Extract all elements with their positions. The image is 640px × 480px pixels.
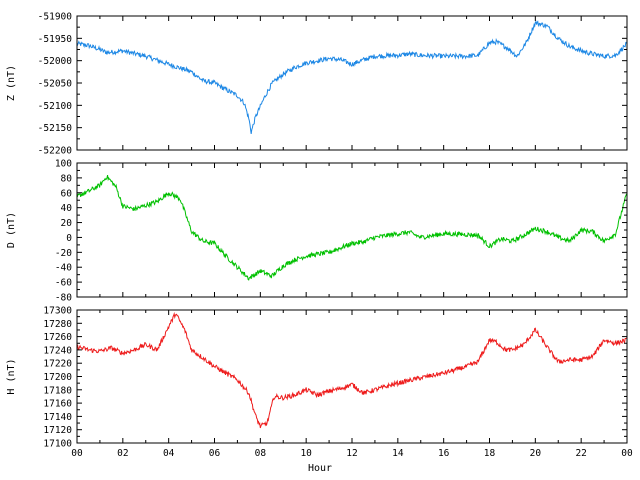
y-tick-label: 17280 — [43, 319, 72, 330]
y-tick-label: 17180 — [43, 385, 72, 396]
y-tick-label: 17100 — [43, 439, 72, 450]
y-tick-label: 80 — [61, 173, 73, 184]
x-tick-label: 18 — [484, 448, 496, 459]
y-tick-label: 17240 — [43, 345, 72, 356]
chart-panels: -52200 -52150 -52100 -52050 -52000 -51950 -519… — [6, 12, 628, 450]
series-line-0 — [76, 20, 628, 135]
y-axis-title: H (nT) — [6, 358, 17, 394]
y-tick-label: -52150 — [38, 123, 73, 134]
y-tick-label: 17140 — [43, 412, 72, 423]
y-tick-label: 17120 — [43, 425, 72, 436]
y-tick-label: 0 — [66, 233, 72, 244]
x-tick-label: 22 — [575, 448, 586, 459]
y-tick-label: -51950 — [38, 34, 73, 45]
y-tick-label: -51900 — [38, 12, 73, 23]
y-axis-title: D (nT) — [6, 212, 17, 248]
y-tick-label: 40 — [61, 203, 73, 214]
x-tick-label: 10 — [300, 448, 312, 459]
x-tick-label: 14 — [392, 448, 404, 459]
y-tick-label: -52000 — [38, 56, 73, 67]
y-tick-label: -20 — [55, 248, 72, 259]
x-axis-title: Hour — [308, 463, 332, 474]
panel-frame — [76, 15, 628, 151]
x-axis: 00 02 04 06 08 10 12 14 16 18 20 22 00 — [71, 448, 633, 459]
x-tick-label: 08 — [255, 448, 267, 459]
y-tick-label: 17300 — [43, 306, 72, 317]
panel-0: -52200 -52150 -52100 -52050 -52000 -51950 -519… — [6, 12, 628, 157]
y-tick-label: -52100 — [38, 101, 73, 112]
x-tick-label: 04 — [163, 448, 175, 459]
x-tick-label: 16 — [438, 448, 450, 459]
y-tick-label: 17200 — [43, 372, 72, 383]
y-tick-label: 17160 — [43, 399, 72, 410]
y-tick-label: -52050 — [38, 79, 73, 90]
y-tick-label: -52200 — [38, 146, 73, 157]
x-tick-label: 20 — [530, 448, 542, 459]
x-tick-label: 02 — [117, 448, 128, 459]
y-tick-label: 60 — [61, 188, 73, 199]
panel-2: 17100 17120 17140 17160 17180 17200 17220 17240… — [6, 306, 628, 450]
panel-frame — [76, 309, 628, 444]
series-line-1 — [76, 174, 628, 281]
x-tick-label: 00 — [71, 448, 83, 459]
y-tick-label: 100 — [55, 159, 72, 170]
series-line-2 — [76, 311, 628, 429]
y-tick-label: -80 — [55, 293, 72, 304]
x-tick-label: 00 — [621, 448, 633, 459]
y-tick-label: 17260 — [43, 332, 72, 343]
y-tick-label: -40 — [55, 263, 72, 274]
y-tick-label: 20 — [61, 218, 73, 229]
x-tick-label: 12 — [346, 448, 357, 459]
x-tick-label: 06 — [209, 448, 221, 459]
panel-1: -80 -60 -40 -20 0 20 40 60 80 100 D (nT) — [6, 159, 628, 304]
y-tick-label: 17220 — [43, 359, 72, 370]
y-tick-label: -60 — [55, 278, 72, 289]
y-axis-title: Z (nT) — [6, 65, 17, 101]
